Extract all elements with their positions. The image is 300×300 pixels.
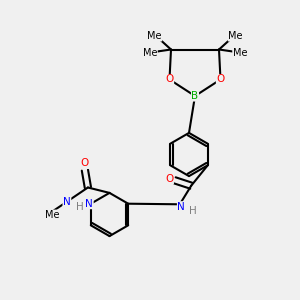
Text: N: N (177, 202, 185, 212)
Text: H: H (188, 206, 196, 216)
Text: B: B (191, 91, 199, 101)
Text: O: O (165, 74, 174, 85)
Text: Me: Me (147, 31, 162, 41)
Text: Me: Me (228, 31, 243, 41)
Text: Me: Me (143, 47, 157, 58)
Text: N: N (63, 196, 71, 207)
Text: Me: Me (45, 210, 59, 220)
Text: N: N (85, 199, 93, 209)
Text: O: O (216, 74, 225, 85)
Text: O: O (165, 174, 173, 184)
Text: O: O (81, 158, 89, 169)
Text: Me: Me (233, 47, 247, 58)
Text: H: H (76, 202, 84, 212)
